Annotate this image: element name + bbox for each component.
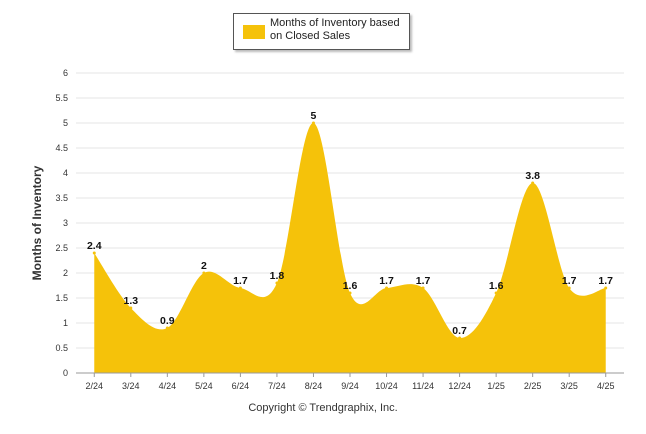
y-tick-label: 6 [63, 68, 68, 78]
y-tick-label: 0.5 [55, 343, 68, 353]
data-label: 1.7 [598, 275, 613, 287]
data-point [458, 336, 462, 340]
x-tick-label: 10/24 [375, 381, 398, 391]
legend: Months of Inventory based on Closed Sale… [233, 13, 410, 50]
x-tick-label: 4/25 [597, 381, 615, 391]
data-label: 0.9 [160, 315, 175, 327]
data-point [385, 286, 389, 290]
data-label: 1.7 [562, 275, 577, 287]
y-tick-label: 3 [63, 218, 68, 228]
data-label: 1.7 [233, 275, 248, 287]
data-label: 1.3 [123, 295, 138, 307]
x-tick-label: 3/25 [560, 381, 578, 391]
x-tick-label: 5/24 [195, 381, 213, 391]
data-point [165, 326, 169, 330]
legend-swatch [243, 25, 265, 39]
data-label: 2.4 [87, 240, 102, 252]
data-point [421, 286, 425, 290]
y-tick-label: 2.5 [55, 243, 68, 253]
data-label: 1.6 [343, 280, 358, 292]
data-point [92, 251, 96, 255]
x-tick-label: 6/24 [232, 381, 250, 391]
x-tick-label: 1/25 [487, 381, 505, 391]
data-point [494, 291, 498, 295]
x-tick-label: 11/24 [412, 381, 434, 391]
x-tick-label: 2/25 [524, 381, 542, 391]
data-label: 3.8 [525, 170, 540, 182]
y-tick-label: 2 [63, 268, 68, 278]
x-tick-label: 4/24 [159, 381, 177, 391]
data-label: 2 [201, 260, 207, 272]
data-point [275, 281, 279, 285]
y-tick-label: 1 [63, 318, 68, 328]
data-point [129, 306, 133, 310]
y-axis-title: Months of Inventory [30, 165, 44, 280]
data-point [311, 121, 315, 125]
x-tick-label: 2/24 [86, 381, 104, 391]
data-point [202, 271, 206, 275]
y-tick-label: 5.5 [55, 93, 68, 103]
data-label: 5 [311, 110, 317, 122]
data-label: 1.6 [489, 280, 504, 292]
y-tick-label: 4.5 [55, 143, 68, 153]
x-tick-label: 12/24 [448, 381, 471, 391]
y-tick-label: 0 [63, 368, 68, 378]
y-tick-label: 1.5 [55, 293, 68, 303]
data-point [604, 286, 608, 290]
data-label: 1.7 [416, 275, 431, 287]
data-point [531, 181, 535, 185]
data-point [567, 286, 571, 290]
data-label: 1.7 [379, 275, 394, 287]
x-tick-label: 7/24 [268, 381, 286, 391]
copyright-text: Copyright © Trendgraphix, Inc. [248, 402, 398, 414]
area-series [94, 122, 606, 373]
y-tick-label: 4 [63, 168, 68, 178]
data-point [348, 291, 352, 295]
data-label: 1.8 [270, 270, 285, 282]
x-tick-label: 9/24 [341, 381, 359, 391]
y-tick-label: 3.5 [55, 193, 68, 203]
legend-label: Months of Inventory based on Closed Sale… [270, 17, 400, 42]
x-tick-label: 8/24 [305, 381, 323, 391]
y-tick-label: 5 [63, 118, 68, 128]
data-point [238, 286, 242, 290]
data-label: 0.7 [452, 325, 467, 337]
x-tick-label: 3/24 [122, 381, 140, 391]
